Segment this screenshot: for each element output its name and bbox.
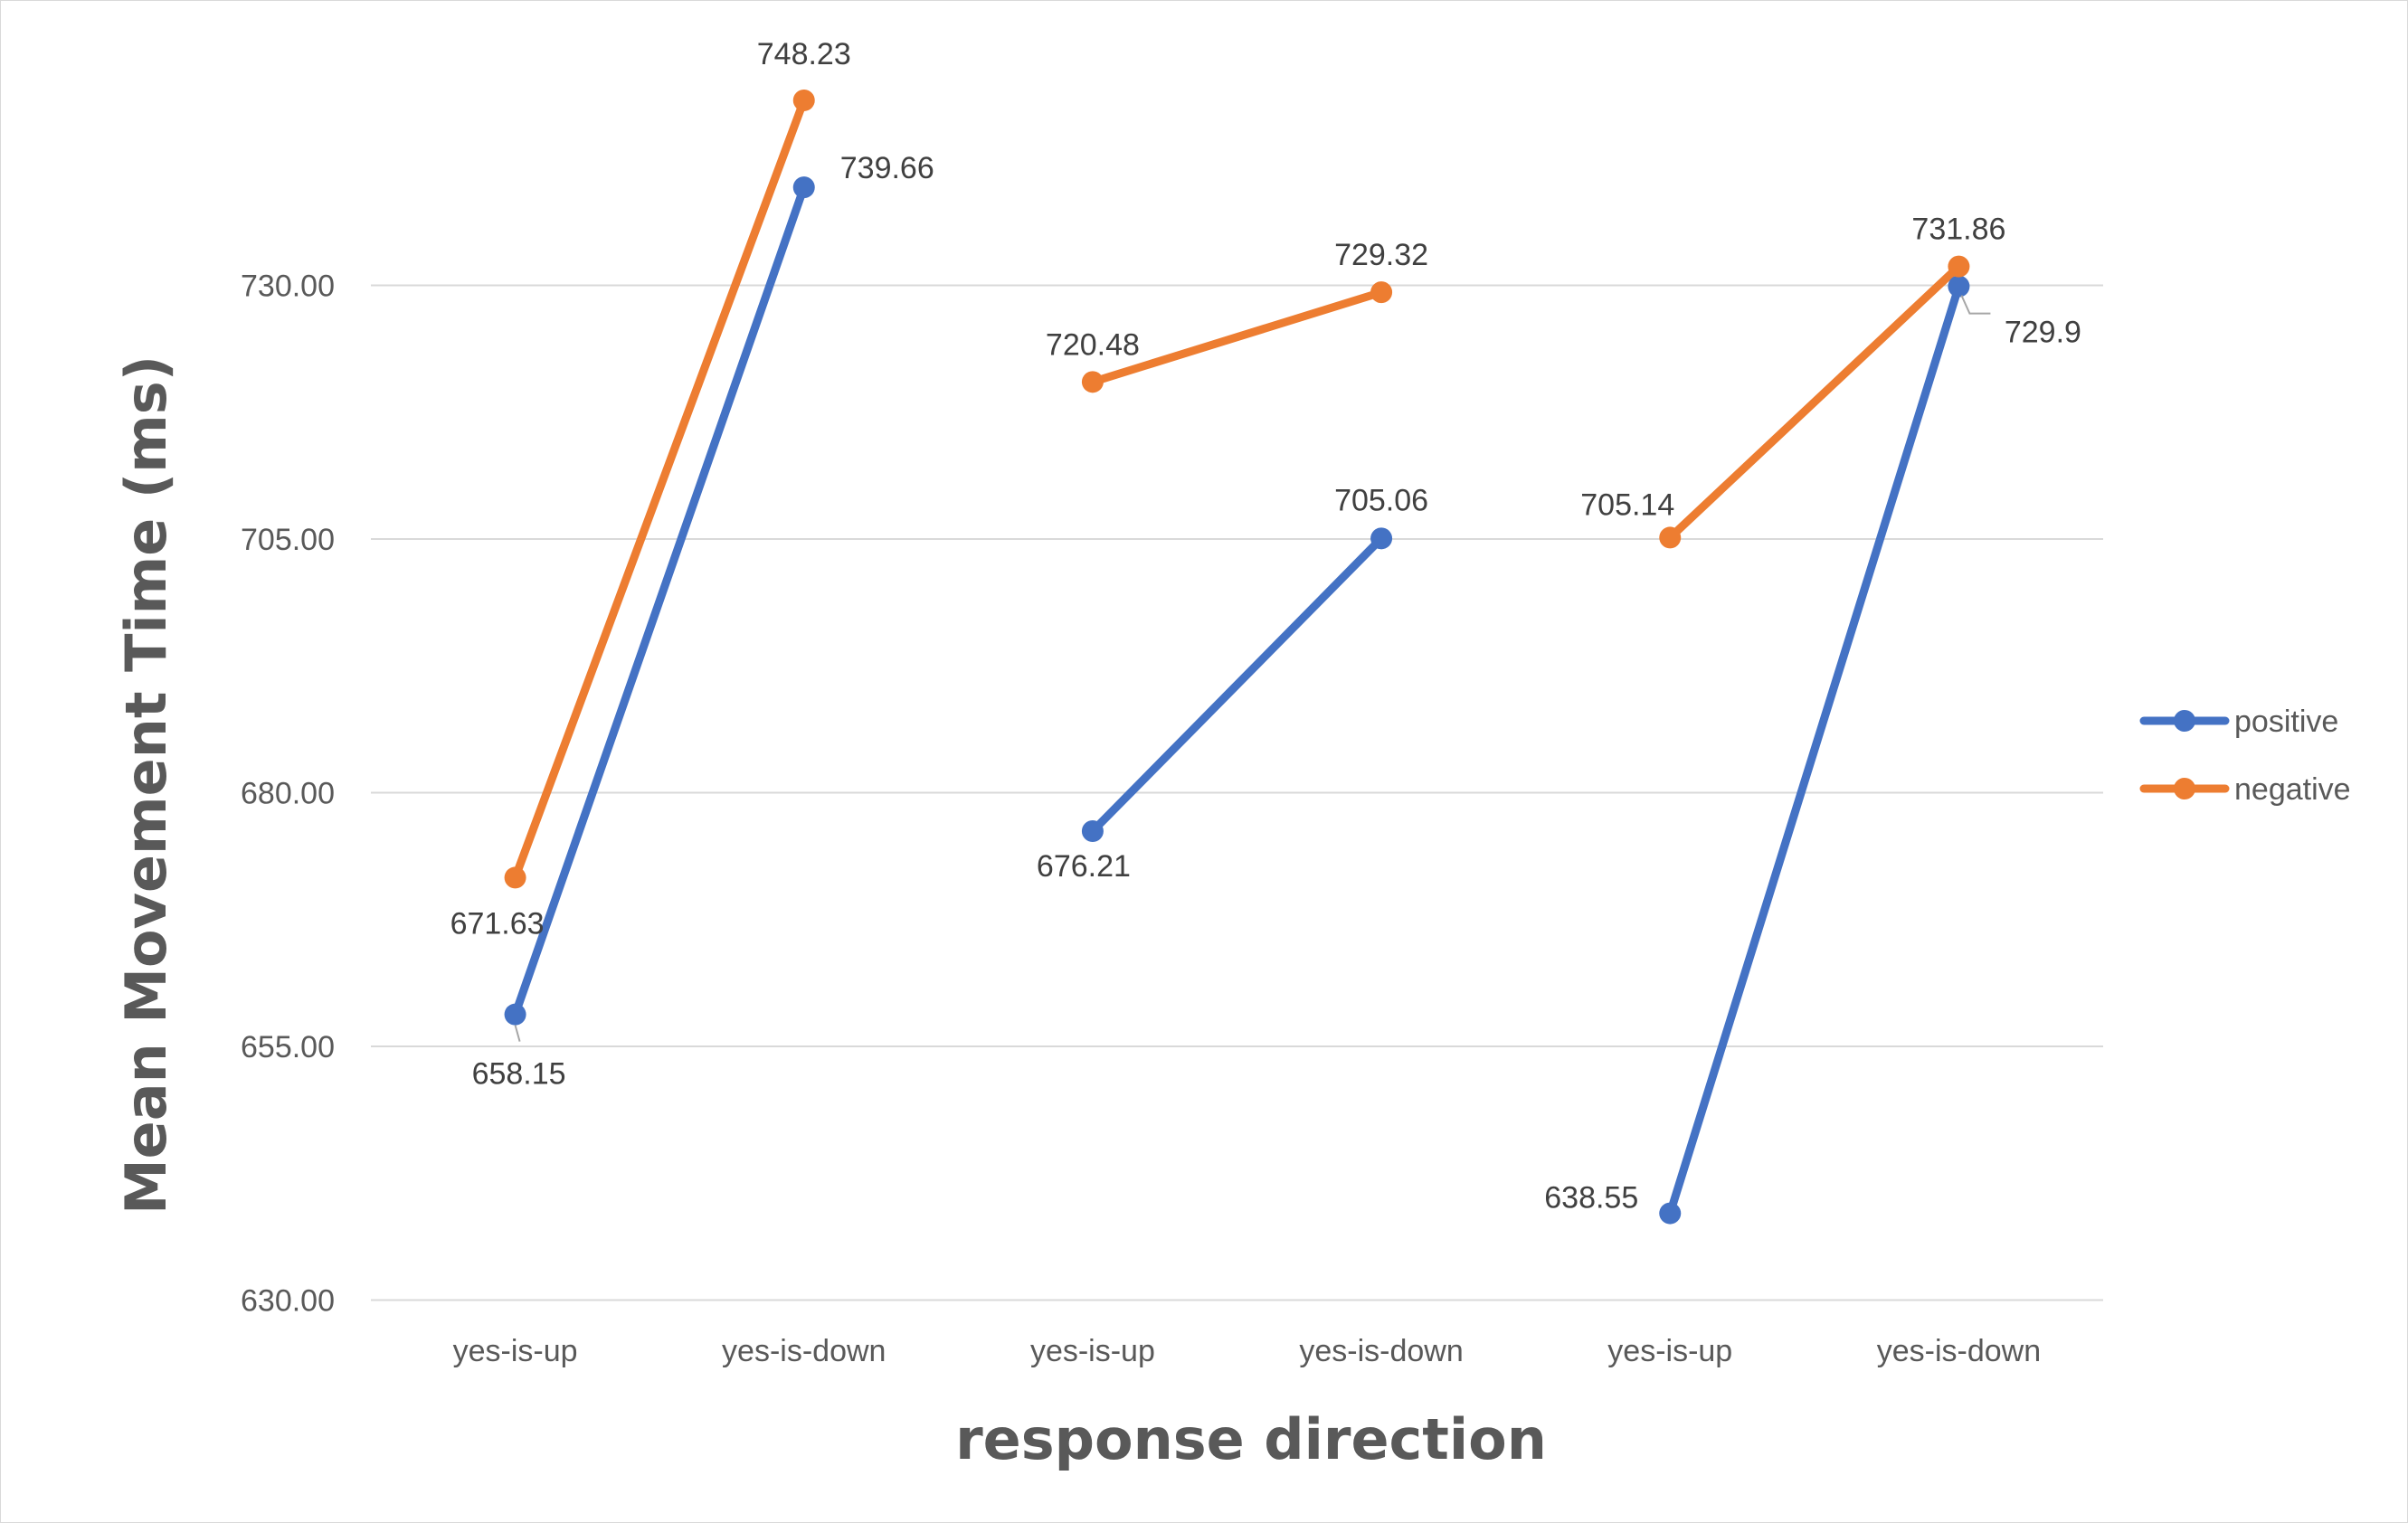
positive-series-line [511, 183, 809, 1019]
positive-data-point [504, 1003, 526, 1026]
positive-data-point [1659, 1202, 1682, 1225]
x-tick-label: yes-is-up [453, 1334, 578, 1368]
y-tick-label: 630.00 [241, 1284, 335, 1319]
legend-marker-negative [2174, 778, 2195, 799]
legend-label-negative: negative [2234, 772, 2351, 807]
positive-data-point [1081, 820, 1104, 843]
data-labels: 658.15 739.66 676.21 705.06 638.55 729.9 671.6… [450, 37, 2081, 1216]
x-tick-label: yes-is-up [1030, 1334, 1155, 1368]
positive-data-label: 739.66 [840, 151, 934, 185]
y-tick-label: 730.00 [241, 270, 335, 304]
negative-data-point [1081, 371, 1104, 393]
series-lines [511, 96, 1963, 1218]
positive-series-line [1088, 534, 1386, 836]
legend-marker-positive [2174, 710, 2195, 732]
negative-data-point [1948, 255, 1970, 278]
y-tick-label: 655.00 [241, 1030, 335, 1064]
x-tick-label: yes-is-up [1607, 1334, 1732, 1368]
negative-data-label: 705.14 [1580, 487, 1674, 522]
negative-series-line [1088, 288, 1386, 386]
negative-data-label: 720.48 [1046, 327, 1140, 362]
negative-data-label: 748.23 [757, 37, 851, 71]
x-axis-title: response direction [955, 1406, 1547, 1472]
y-axis-ticks: 630.00 655.00 680.00 705.00 730.00 [241, 270, 335, 1319]
negative-data-label: 731.86 [1911, 213, 2005, 247]
y-axis-title: Mean Movement Time (ms) [113, 355, 179, 1215]
positive-data-label: 676.21 [1037, 849, 1131, 884]
x-tick-label: yes-is-down [1299, 1334, 1463, 1368]
positive-data-label: 638.55 [1544, 1181, 1638, 1216]
negative-data-label: 671.63 [450, 906, 545, 941]
gridlines [371, 284, 2103, 1301]
positive-data-label: 729.9 [2005, 316, 2081, 350]
positive-data-point [1948, 275, 1970, 298]
legend-label-positive: positive [2234, 705, 2338, 739]
x-tick-label: yes-is-down [722, 1334, 886, 1368]
positive-data-label: 658.15 [472, 1057, 566, 1092]
negative-series-line [511, 96, 809, 882]
negative-data-point [504, 866, 526, 889]
legend: positive negative [2139, 705, 2351, 807]
negative-series-line [1665, 262, 1963, 542]
positive-data-point [792, 176, 815, 199]
x-axis-ticks: yes-is-up yes-is-down yes-is-up yes-is-down… [453, 1334, 2041, 1368]
x-tick-label: yes-is-down [1877, 1334, 2041, 1368]
negative-data-point [1659, 526, 1682, 549]
series-markers [504, 89, 1970, 1225]
label-leader-line [514, 1025, 521, 1042]
y-tick-label: 705.00 [241, 523, 335, 557]
label-leader-line [1960, 295, 1991, 315]
positive-data-label: 705.06 [1334, 483, 1428, 517]
positive-data-point [1370, 527, 1393, 550]
y-tick-label: 680.00 [241, 777, 335, 811]
negative-data-point [1370, 281, 1393, 304]
negative-data-label: 729.32 [1334, 238, 1428, 272]
negative-data-point [792, 89, 815, 111]
positive-series-line [1665, 282, 1963, 1218]
